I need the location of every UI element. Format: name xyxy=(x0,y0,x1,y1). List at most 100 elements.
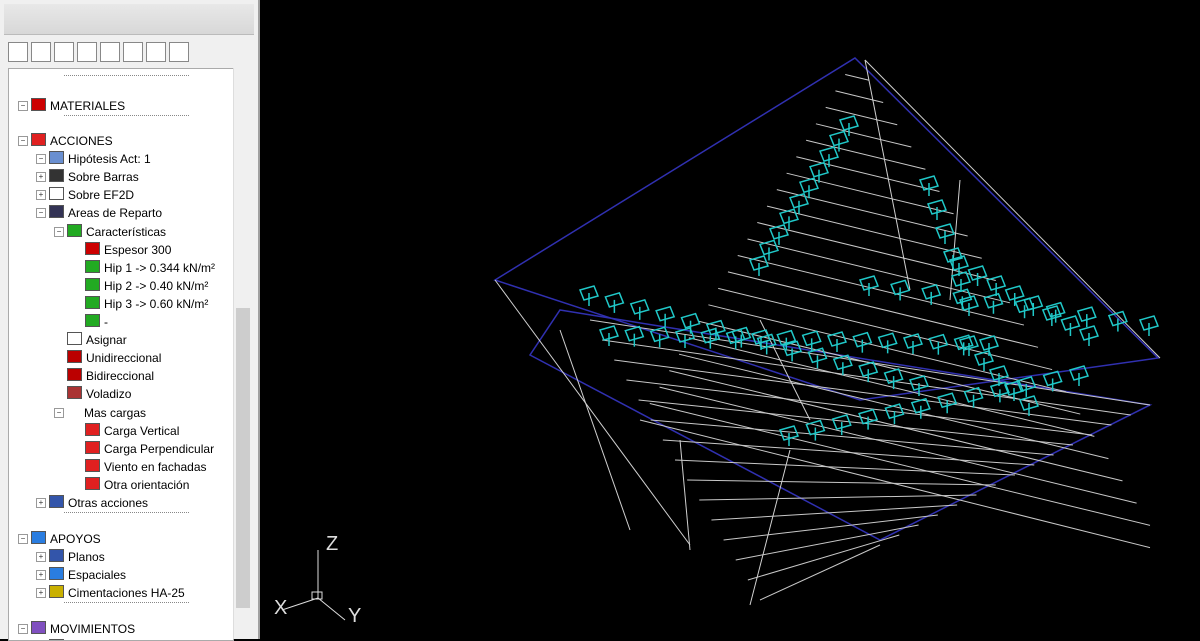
wire-outline xyxy=(967,265,988,281)
tree-item[interactable]: Espaciales xyxy=(49,567,126,583)
wire-line xyxy=(711,504,958,521)
expander[interactable]: + xyxy=(36,172,46,182)
wire-outline xyxy=(1042,370,1063,387)
wire-outline xyxy=(902,333,924,349)
wire-outline xyxy=(782,340,803,357)
tree-item[interactable]: MOVIMIENTOS xyxy=(31,621,135,637)
tree-item[interactable]: Asignar xyxy=(67,332,127,348)
tree-item[interactable]: Carga Perpendicular xyxy=(85,441,214,457)
icon xyxy=(49,205,64,218)
wire-line xyxy=(835,90,884,103)
item-label: Hip 2 -> 0.40 kN/m² xyxy=(104,279,209,293)
axis-label: Y xyxy=(348,605,361,627)
wire-outline xyxy=(983,292,1004,309)
item-label: Unidireccional xyxy=(86,351,162,365)
scroll-thumb[interactable] xyxy=(236,308,250,608)
tree-item[interactable]: APOYOS xyxy=(31,531,101,547)
wire-line xyxy=(638,399,1073,446)
wire-line xyxy=(757,222,996,282)
expander[interactable]: − xyxy=(18,534,28,544)
tree-item[interactable]: ACCIONES xyxy=(31,133,113,149)
tree-item[interactable]: Mas cargas xyxy=(67,405,146,421)
item-label: Carga Perpendicular xyxy=(104,442,215,456)
icon xyxy=(67,350,82,363)
tool-button[interactable] xyxy=(77,42,97,62)
wire-outline xyxy=(578,285,600,301)
expander[interactable]: − xyxy=(18,136,28,146)
tool-button[interactable] xyxy=(100,42,120,62)
tree-item[interactable]: Hipótesis Act: 1 xyxy=(49,151,151,167)
expander[interactable]: − xyxy=(54,227,64,237)
tree-item[interactable]: Otra orientación xyxy=(85,477,189,493)
wire-outline xyxy=(934,223,956,239)
wire-line xyxy=(864,59,1161,359)
expander[interactable]: − xyxy=(36,208,46,218)
tree-item[interactable]: MATERIALES xyxy=(31,98,125,114)
tree-item[interactable]: Carga Vertical xyxy=(85,423,179,439)
tree-item[interactable]: Areas de Reparto xyxy=(49,205,162,221)
wire-outline xyxy=(778,425,800,441)
wire-line xyxy=(845,73,870,81)
item-label: Espesor 300 xyxy=(104,243,172,257)
tree-item[interactable]: Otras acciones xyxy=(49,495,148,511)
icon xyxy=(85,314,100,327)
wire-line xyxy=(949,179,961,301)
wire-outline xyxy=(921,283,942,300)
tree-item[interactable]: Características xyxy=(67,224,166,240)
wire-outline xyxy=(942,247,964,263)
expander[interactable]: + xyxy=(36,498,46,508)
tree-item[interactable]: Hip 3 -> 0.60 kN/m² xyxy=(85,296,208,312)
wire-outline xyxy=(649,326,670,343)
expander[interactable]: + xyxy=(36,552,46,562)
tool-button[interactable] xyxy=(169,42,189,62)
item-label: Asignar xyxy=(86,333,127,347)
wire-outline xyxy=(1138,315,1160,331)
tree-item[interactable]: Espesor 300 xyxy=(85,242,171,258)
wire-outline xyxy=(655,305,676,322)
tree-item[interactable]: Sobre Barras xyxy=(49,169,139,185)
expander[interactable]: − xyxy=(54,408,64,418)
wire-line xyxy=(674,459,1016,476)
wire-outline xyxy=(1023,295,1044,311)
separator xyxy=(64,512,189,513)
tree-item[interactable]: Hip 2 -> 0.40 kN/m² xyxy=(85,278,208,294)
tree-item[interactable]: Sobre EF2D xyxy=(49,187,134,203)
wire-outline xyxy=(884,403,905,420)
tool-button[interactable] xyxy=(54,42,74,62)
tool-button[interactable] xyxy=(8,42,28,62)
wire-line xyxy=(494,279,691,546)
tree-item[interactable]: Planos xyxy=(49,549,105,565)
panel-header xyxy=(4,4,254,35)
wire-outline xyxy=(798,177,820,194)
tree-item[interactable]: Bidireccional xyxy=(67,368,154,384)
expander[interactable]: − xyxy=(36,154,46,164)
tool-button[interactable] xyxy=(123,42,143,62)
expander[interactable]: − xyxy=(18,624,28,634)
expander[interactable]: + xyxy=(36,570,46,580)
wire-outline xyxy=(1004,285,1025,301)
wire-outline xyxy=(1078,325,1100,341)
item-label: - xyxy=(104,315,108,329)
tree-item[interactable]: Hip 1 -> 0.344 kN/m² xyxy=(85,260,215,276)
tree-item[interactable]: - xyxy=(85,314,108,330)
wire-outline xyxy=(674,327,696,343)
wire-line xyxy=(747,534,900,581)
icon xyxy=(85,242,100,255)
tree-item[interactable]: Cimentaciones HA-25 xyxy=(49,585,185,601)
tree-item[interactable]: Viento en fachadas xyxy=(85,459,207,475)
wire-outline xyxy=(604,292,625,308)
expander[interactable]: + xyxy=(36,588,46,598)
tree-item[interactable]: Voladizo xyxy=(67,386,131,402)
icon xyxy=(49,495,64,508)
item-label: Hip 3 -> 0.60 kN/m² xyxy=(104,297,209,311)
icon xyxy=(31,98,46,111)
expander[interactable]: − xyxy=(18,101,28,111)
wire-line xyxy=(687,479,996,486)
expander[interactable]: + xyxy=(36,190,46,200)
tool-button[interactable] xyxy=(146,42,166,62)
icon xyxy=(49,549,64,562)
tree-item[interactable]: Unidireccional xyxy=(67,350,161,366)
tool-button[interactable] xyxy=(31,42,51,62)
scrollbar[interactable] xyxy=(233,68,252,639)
wire-outline xyxy=(528,309,1153,541)
